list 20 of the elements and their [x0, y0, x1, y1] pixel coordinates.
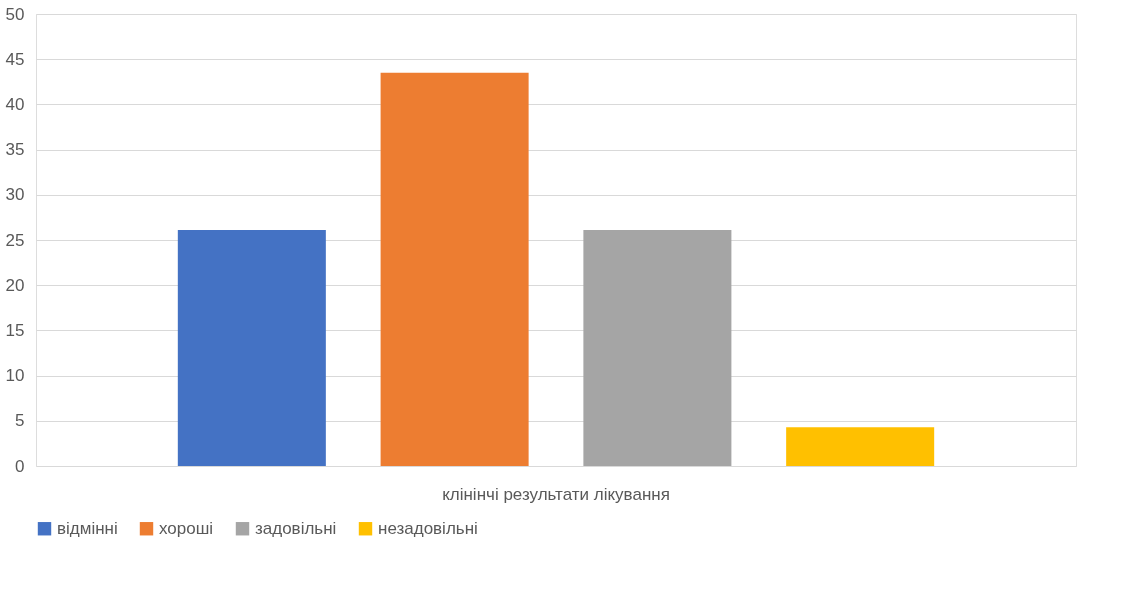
legend-label: хороші: [159, 518, 214, 538]
y-tick-label: 30: [5, 185, 25, 205]
y-tick-label: 20: [5, 275, 25, 295]
y-tick-label: 40: [5, 94, 25, 114]
legend-label: незадовільні: [378, 518, 478, 538]
bar: [583, 230, 732, 466]
y-tick-label: 35: [5, 140, 25, 160]
legend-label: задовільні: [255, 518, 337, 538]
x-tick-label: клінінчі результати лікування: [442, 484, 670, 504]
y-tick-label: 50: [5, 4, 25, 24]
bar: [177, 230, 326, 466]
bar: [786, 427, 935, 466]
y-tick-label: 15: [5, 320, 25, 340]
y-tick-label: 5: [15, 411, 25, 431]
y-tick-label: 0: [15, 456, 25, 476]
y-tick-label: 10: [5, 366, 25, 386]
legend-label: відмінні: [57, 518, 118, 538]
bar: [380, 72, 529, 466]
y-tick-label: 45: [5, 49, 25, 69]
y-tick-label: 25: [5, 230, 25, 250]
